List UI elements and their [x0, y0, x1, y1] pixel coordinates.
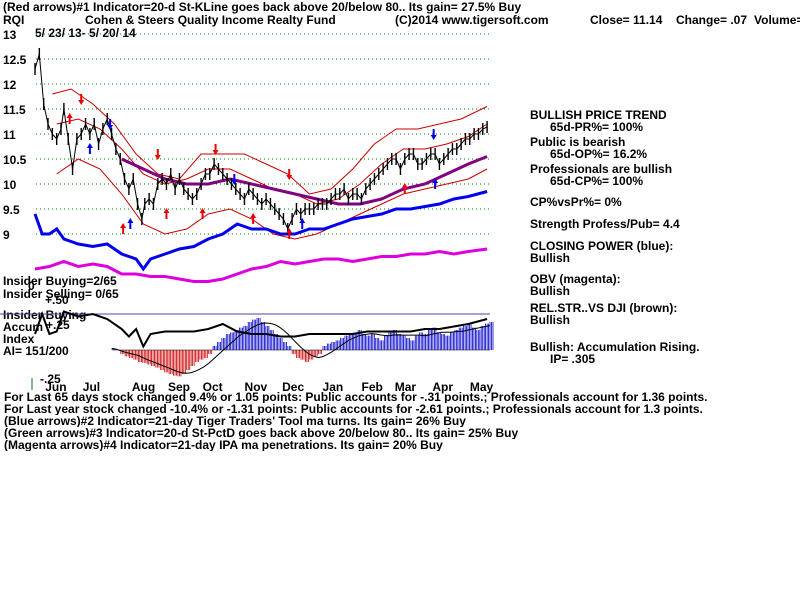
strength-ratio: Strength Profess/Pub= 4.4	[530, 216, 680, 231]
month-label-apr: Apr	[432, 380, 453, 394]
close-value: Close= 11.14	[590, 13, 663, 27]
y-tick-label: 9.5	[3, 203, 20, 217]
date-range: 5/ 23/ 13- 5/ 20/ 14	[35, 26, 136, 40]
cp-percent: 65d-CP%= 100%	[550, 173, 644, 188]
price-trend-heading: BULLISH PRICE TREND	[530, 108, 667, 122]
note-magenta-arrows: (Magenta arrows)#4 Indicator=21-day IPA …	[4, 439, 443, 451]
red-buy-arrow	[286, 228, 293, 239]
month-label-feb: Feb	[362, 380, 383, 394]
ai-value: AI= 151/200	[3, 344, 69, 358]
header-indicator-line: (Red arrows)#1 Indicator=20-d St-KLine g…	[3, 0, 521, 14]
obv-label: OBV (magenta):	[530, 272, 621, 286]
professionals-status: Professionals are bullish	[530, 162, 673, 176]
accum-average-line	[111, 322, 491, 374]
y-tick-label: 11	[3, 128, 16, 142]
obv-status: Bullish	[530, 283, 571, 298]
month-label-nov: Nov	[245, 380, 268, 394]
closing-power-label: CLOSING POWER (blue):	[530, 239, 674, 253]
op-percent: 65d-OP%= 16.2%	[550, 146, 648, 161]
ip-value: IP= .305	[550, 351, 596, 366]
month-label-sep: Sep	[168, 380, 190, 394]
note-blue-arrows: (Blue arrows)#2 Indicator=21-day Tiger T…	[4, 415, 466, 427]
month-label-aug: Aug	[132, 380, 155, 394]
note-green-arrows: (Green arrows)#3 Indicator=20-d St-PctD …	[4, 427, 519, 439]
rel-str-line	[34, 310, 488, 349]
signal-arrows	[66, 94, 439, 239]
red-buy-arrow	[120, 223, 127, 234]
lower-band	[56, 158, 488, 240]
month-label-jun: Jun	[45, 380, 66, 394]
cp-vs-pr: CP%vsPr%= 0%	[530, 195, 622, 209]
blue-sell-arrow	[430, 129, 437, 140]
accum-minus25-tick: -.25	[40, 372, 61, 386]
note-last-year: For Last year stock changed -10.4% or -1…	[4, 403, 703, 415]
insider-selling-label: Insider Selling= 0/65	[3, 287, 119, 301]
blue-buy-arrow	[86, 143, 93, 154]
red-buy-arrow	[163, 208, 170, 219]
red-buy-arrow	[199, 208, 206, 219]
insider-buying-label: Insider Buying=2/65	[3, 274, 117, 288]
copyright-text: (C)2014 www.tigersoft.com	[395, 13, 549, 27]
month-axis: Jun Jul Aug Sep Oct Nov Dec Jan Feb Mar Apr May	[45, 380, 493, 394]
price-gridlines	[36, 33, 490, 235]
red-buy-arrow	[66, 113, 73, 124]
change-value: Change= .07	[676, 13, 747, 27]
month-label-dec: Dec	[282, 380, 304, 394]
accum-plus50-tick: +.50	[45, 293, 69, 307]
symbol-label: RQI	[3, 13, 24, 27]
month-label-jul: Jul	[83, 380, 100, 394]
red-buy-arrow	[401, 183, 408, 194]
y-tick-label: 12.5	[3, 53, 27, 67]
note-65-day: For Last 65 days stock changed 9.4% or 1…	[4, 391, 708, 403]
y-tick-label: 9	[3, 228, 10, 242]
moving-average-line	[121, 155, 488, 206]
blue-buy-arrow	[299, 218, 306, 229]
red-sell-arrow	[286, 169, 293, 180]
y-tick-label: 10	[3, 178, 17, 192]
red-sell-arrow	[154, 149, 161, 160]
obv-line	[34, 247, 488, 283]
accum-label: Accum	[3, 320, 43, 334]
rel-str-status: Bullish	[530, 312, 571, 327]
closing-power-status: Bullish	[530, 250, 571, 265]
closing-power-line	[33, 190, 488, 272]
price-close-line	[34, 53, 488, 231]
month-label-mar: Mar	[395, 380, 417, 394]
public-status: Public is bearish	[530, 135, 626, 149]
price-y-axis: 9 9.5 10 10.5 11 11.5 12 12.5 13	[3, 28, 27, 242]
blue-sell-arrow	[231, 174, 238, 185]
blue-sell-arrow	[107, 119, 114, 130]
rel-str-label: REL.STR..VS DJI (brown):	[530, 301, 678, 315]
indicator-summary-panel: BULLISH PRICE TREND 65d-PR%= 100% Public…	[530, 108, 795, 366]
upper-band-outer	[52, 88, 488, 195]
pr-percent: 65d-PR%= 100%	[550, 119, 644, 134]
fund-name: Cohen & Steers Quality Income Realty Fun…	[85, 13, 336, 27]
blue-buy-arrow	[432, 178, 439, 189]
y-tick-label: 13	[3, 28, 17, 42]
month-label-may: May	[470, 380, 494, 394]
red-sell-arrow	[212, 144, 219, 155]
red-buy-arrow	[250, 213, 257, 224]
volume-label: Volume=	[754, 13, 800, 27]
blue-buy-arrow	[127, 218, 134, 229]
accumulation-status: Bullish: Accumulation Rising.	[530, 340, 700, 354]
month-label-oct: Oct	[203, 380, 223, 394]
red-sell-arrow	[78, 94, 85, 105]
month-label-jan: Jan	[323, 380, 344, 394]
index-label: Index	[3, 332, 35, 346]
y-tick-label: 12	[3, 78, 17, 92]
notes-block: For Last 65 days stock changed 9.4% or 1…	[4, 391, 800, 451]
accum-zero-tick: 0	[28, 279, 35, 293]
accumulation-index-bars	[111, 318, 494, 377]
y-tick-label: 10.5	[3, 153, 27, 167]
y-tick-label: 11.5	[3, 103, 26, 117]
